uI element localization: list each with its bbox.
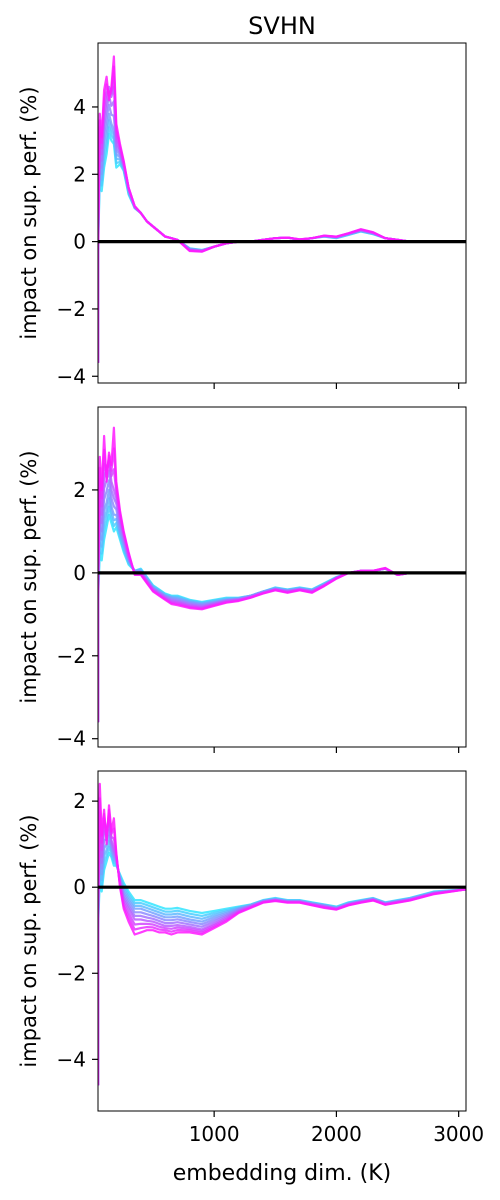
- y-tick-label: −2: [57, 961, 86, 985]
- y-axis-label: impact on sup. perf. (%): [17, 814, 41, 1067]
- y-tick-label: −2: [57, 297, 86, 321]
- y-axis-label: impact on sup. perf. (%): [17, 450, 41, 703]
- x-tick-label: 2000: [311, 1122, 362, 1146]
- y-tick-label: 0: [73, 561, 86, 585]
- x-tick-label: 3000: [433, 1122, 484, 1146]
- panels: −4 −2 0 2 4 impact on sup. perf. (%) −4 −2 0 2 imp…: [17, 42, 484, 1146]
- series-group: [98, 782, 466, 1086]
- series-line: [98, 782, 466, 1086]
- y-tick-label: −4: [57, 727, 86, 751]
- x-tick-label: 1000: [189, 1122, 240, 1146]
- y-tick-label: 2: [73, 789, 86, 813]
- y-tick-label: 2: [73, 478, 86, 502]
- y-tick-label: 2: [73, 162, 86, 186]
- chart-title: SVHN: [248, 12, 316, 40]
- panel-2: −4 −2 0 2 impact on sup. perf. (%): [17, 406, 467, 753]
- y-tick-label: 0: [73, 875, 86, 899]
- series-line: [98, 55, 466, 363]
- x-axis-label: embedding dim. (K): [173, 1161, 392, 1186]
- plot-frame: [97, 42, 467, 384]
- y-tick-label: 4: [73, 95, 86, 119]
- series-group: [98, 55, 466, 363]
- plot-frame: [97, 770, 467, 1112]
- y-tick-label: −4: [57, 1047, 86, 1071]
- y-tick-label: −2: [57, 644, 86, 668]
- panel-3: −4 −2 0 2 1000 2000 3000 impact on sup. perf. (…: [17, 770, 484, 1146]
- y-tick-label: −4: [57, 364, 86, 388]
- y-tick-label: 0: [73, 230, 86, 254]
- y-axis-label: impact on sup. perf. (%): [17, 86, 41, 339]
- plot-frame: [97, 406, 467, 748]
- panel-1: −4 −2 0 2 4 impact on sup. perf. (%): [17, 42, 467, 389]
